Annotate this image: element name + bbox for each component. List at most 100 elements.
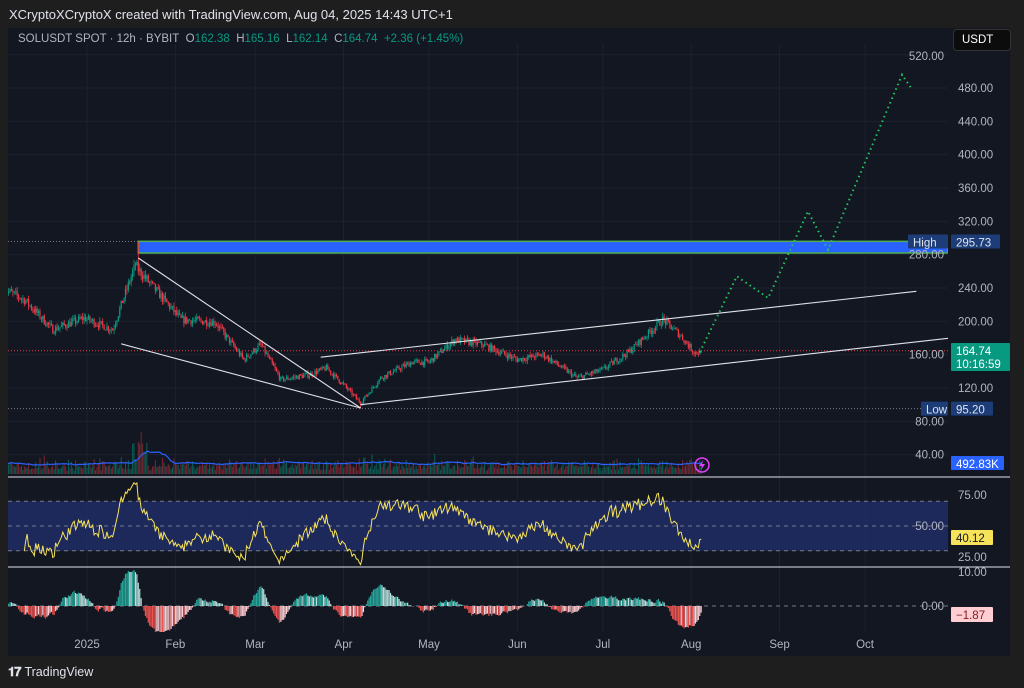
candle[interactable] <box>401 364 403 373</box>
candle[interactable] <box>569 369 571 375</box>
candle[interactable] <box>505 351 507 358</box>
candle[interactable] <box>55 324 57 336</box>
candle[interactable] <box>66 324 68 331</box>
candle[interactable] <box>498 348 500 357</box>
candle[interactable] <box>334 372 336 380</box>
candle[interactable] <box>47 322 50 329</box>
candle[interactable] <box>367 394 369 398</box>
candle[interactable] <box>149 280 151 287</box>
candle[interactable] <box>240 351 242 357</box>
candle[interactable] <box>204 319 206 323</box>
candle[interactable] <box>65 324 67 330</box>
candle[interactable] <box>318 368 320 372</box>
candle[interactable] <box>260 340 262 347</box>
candle[interactable] <box>171 305 174 310</box>
candle[interactable] <box>529 351 531 358</box>
candle[interactable] <box>60 321 62 328</box>
candle[interactable] <box>522 355 524 365</box>
candle[interactable] <box>399 368 402 373</box>
candle[interactable] <box>214 320 216 329</box>
candle[interactable] <box>428 359 430 364</box>
candle[interactable] <box>558 361 560 368</box>
candle[interactable] <box>73 314 75 321</box>
candle[interactable] <box>640 337 642 349</box>
candle[interactable] <box>508 352 510 361</box>
candle[interactable] <box>244 358 246 363</box>
candle[interactable] <box>298 374 300 380</box>
candle[interactable] <box>179 309 181 316</box>
candle[interactable] <box>559 365 561 368</box>
candle[interactable] <box>150 279 152 286</box>
candle[interactable] <box>80 315 82 320</box>
candle[interactable] <box>167 301 169 307</box>
candle[interactable] <box>610 358 612 363</box>
candle[interactable] <box>255 348 258 355</box>
trendline-wedge-lower[interactable] <box>121 343 361 409</box>
candle[interactable] <box>689 341 691 351</box>
candle[interactable] <box>157 283 159 290</box>
candle[interactable] <box>186 316 188 325</box>
candle[interactable] <box>654 325 657 334</box>
candle[interactable] <box>153 282 155 285</box>
candle[interactable] <box>246 352 248 363</box>
candle[interactable] <box>196 313 198 323</box>
candle[interactable] <box>224 328 226 341</box>
candle[interactable] <box>358 397 360 404</box>
candle[interactable] <box>287 375 289 381</box>
candle[interactable] <box>330 370 332 376</box>
candle[interactable] <box>284 379 286 383</box>
candle[interactable] <box>371 385 373 394</box>
candle[interactable] <box>532 352 534 358</box>
candle[interactable] <box>424 356 426 368</box>
candle[interactable] <box>589 372 591 377</box>
candle[interactable] <box>461 337 463 341</box>
candle[interactable] <box>308 374 310 380</box>
candle[interactable] <box>565 364 567 370</box>
candle[interactable] <box>116 319 118 327</box>
candle[interactable] <box>674 327 677 330</box>
candle[interactable] <box>636 341 638 347</box>
candle[interactable] <box>580 373 583 378</box>
candle[interactable] <box>646 335 648 341</box>
candle[interactable] <box>425 356 427 362</box>
candle[interactable] <box>207 322 209 327</box>
candle[interactable] <box>682 332 684 341</box>
candle[interactable] <box>169 302 171 312</box>
candle[interactable] <box>18 293 20 303</box>
candle[interactable] <box>549 357 551 364</box>
candle[interactable] <box>46 321 48 328</box>
candle[interactable] <box>93 318 95 329</box>
candle[interactable] <box>375 385 377 389</box>
candle[interactable] <box>415 357 417 363</box>
candle[interactable] <box>676 326 678 331</box>
candle[interactable] <box>626 349 628 359</box>
candle[interactable] <box>489 342 491 353</box>
candle[interactable] <box>83 313 85 324</box>
candle[interactable] <box>687 341 689 350</box>
candle[interactable] <box>448 344 450 351</box>
candle[interactable] <box>419 362 422 365</box>
candle[interactable] <box>407 361 409 366</box>
candle[interactable] <box>476 340 479 347</box>
candle[interactable] <box>295 374 298 380</box>
candle[interactable] <box>492 345 494 353</box>
candle[interactable] <box>652 327 654 338</box>
candle[interactable] <box>170 303 172 310</box>
candle[interactable] <box>542 350 544 358</box>
candle[interactable] <box>462 337 464 341</box>
alert-icon[interactable] <box>694 457 710 473</box>
candle[interactable] <box>173 302 175 316</box>
candle[interactable] <box>62 321 64 330</box>
candle[interactable] <box>475 337 477 348</box>
candle[interactable] <box>321 365 323 371</box>
candle[interactable] <box>7 289 8 297</box>
candle[interactable] <box>637 339 640 347</box>
candle[interactable] <box>297 375 299 380</box>
candle[interactable] <box>404 361 406 369</box>
candle[interactable] <box>414 358 416 365</box>
candle[interactable] <box>613 357 615 365</box>
candle[interactable] <box>208 318 211 329</box>
candle[interactable] <box>270 356 272 360</box>
candle[interactable] <box>8 288 10 296</box>
